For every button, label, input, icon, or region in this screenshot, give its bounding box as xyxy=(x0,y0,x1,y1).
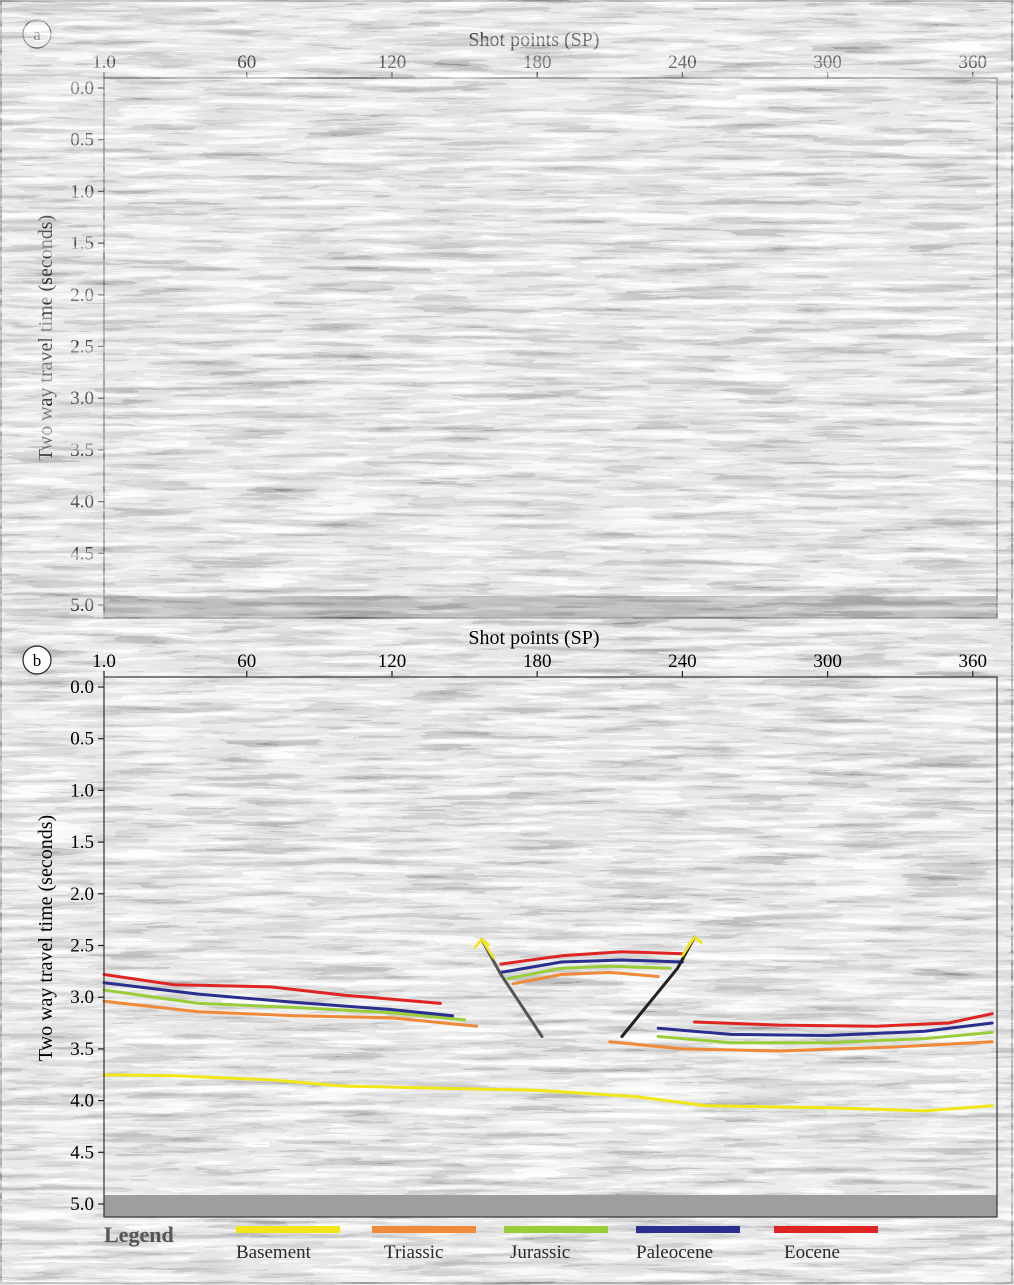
legend-swatch xyxy=(774,1226,878,1233)
legend-item-eocene: Eocene xyxy=(774,1218,894,1278)
y-tick-label: 3.5 xyxy=(70,440,94,461)
y-tick-label: 0.0 xyxy=(70,78,94,99)
x-tick-label: 180 xyxy=(523,651,552,672)
panel-b-seismic-image xyxy=(104,677,997,1217)
y-tick-label: 5.0 xyxy=(70,595,94,616)
y-tick-label: 4.0 xyxy=(70,492,94,513)
legend-item-basement: Basement xyxy=(236,1218,356,1278)
y-tick-label: 3.5 xyxy=(70,1039,94,1060)
x-tick-label: 240 xyxy=(668,52,697,73)
y-tick-label: 3.0 xyxy=(70,388,94,409)
panel-a-bottom-band xyxy=(104,596,997,618)
legend: Legend Basement Triassic Jurassic Paleoc… xyxy=(0,1218,1014,1278)
legend-label: Eocene xyxy=(784,1242,840,1264)
legend-label: Paleocene xyxy=(636,1242,713,1264)
panel-b: 1.0 60 120 180 240 300 360 0.0 0.5 1.0 1.5 2.0 2.5 3.… xyxy=(23,627,997,1217)
panel-b-bottom-band xyxy=(104,1195,997,1217)
x-tick-label: 1.0 xyxy=(92,52,116,73)
y-tick-label: 2.5 xyxy=(70,936,94,957)
panel-a-seismic-image xyxy=(104,78,997,618)
legend-swatch xyxy=(372,1226,476,1233)
panel-b-x-axis-title: Shot points (SP) xyxy=(468,627,599,649)
x-tick-label: 120 xyxy=(378,52,407,73)
x-tick-label: 120 xyxy=(378,651,407,672)
x-tick-label: 360 xyxy=(959,651,988,672)
y-tick-label: 5.0 xyxy=(70,1194,94,1215)
panel-a-y-axis-title: Two way travel time (seconds) xyxy=(35,215,57,461)
legend-item-jurassic: Jurassic xyxy=(504,1218,624,1278)
y-tick-label: 1.5 xyxy=(70,832,94,853)
y-tick-label: 2.0 xyxy=(70,285,94,306)
y-tick-label: 3.0 xyxy=(70,987,94,1008)
x-tick-label: 240 xyxy=(668,651,697,672)
legend-item-paleocene: Paleocene xyxy=(636,1218,756,1278)
legend-swatch xyxy=(636,1226,740,1233)
x-tick-label: 300 xyxy=(813,52,842,73)
x-tick-label: 1.0 xyxy=(92,651,116,672)
y-tick-label: 1.5 xyxy=(70,233,94,254)
x-tick-label: 360 xyxy=(959,52,988,73)
x-tick-label: 60 xyxy=(237,52,256,73)
y-tick-label: 4.0 xyxy=(70,1091,94,1112)
legend-item-triassic: Triassic xyxy=(372,1218,492,1278)
panel-a-x-axis-title: Shot points (SP) xyxy=(468,29,599,51)
y-tick-label: 0.5 xyxy=(70,729,94,750)
legend-label: Triassic xyxy=(384,1242,443,1264)
panel-b-label: b xyxy=(33,651,42,670)
panel-b-y-axis-title: Two way travel time (seconds) xyxy=(35,815,57,1061)
y-tick-label: 4.5 xyxy=(70,1142,94,1163)
legend-swatch xyxy=(236,1226,340,1233)
y-tick-label: 4.5 xyxy=(70,543,94,564)
legend-swatch xyxy=(504,1226,608,1233)
legend-title: Legend xyxy=(104,1222,174,1248)
legend-label: Basement xyxy=(236,1242,311,1264)
legend-label: Jurassic xyxy=(510,1242,570,1264)
y-tick-label: 1.0 xyxy=(70,181,94,202)
y-tick-label: 0.0 xyxy=(70,677,94,698)
y-tick-label: 2.0 xyxy=(70,884,94,905)
y-tick-label: 1.0 xyxy=(70,780,94,801)
y-tick-label: 0.5 xyxy=(70,130,94,151)
x-tick-label: 180 xyxy=(523,52,552,73)
panel-a-label: a xyxy=(33,25,41,44)
x-tick-label: 60 xyxy=(237,651,256,672)
panel-a: 1.0 60 120 180 240 300 360 0.0 0.5 1.0 1.5 2.0 2.5 3.… xyxy=(23,20,997,618)
y-tick-label: 2.5 xyxy=(70,337,94,358)
x-tick-label: 300 xyxy=(813,651,842,672)
